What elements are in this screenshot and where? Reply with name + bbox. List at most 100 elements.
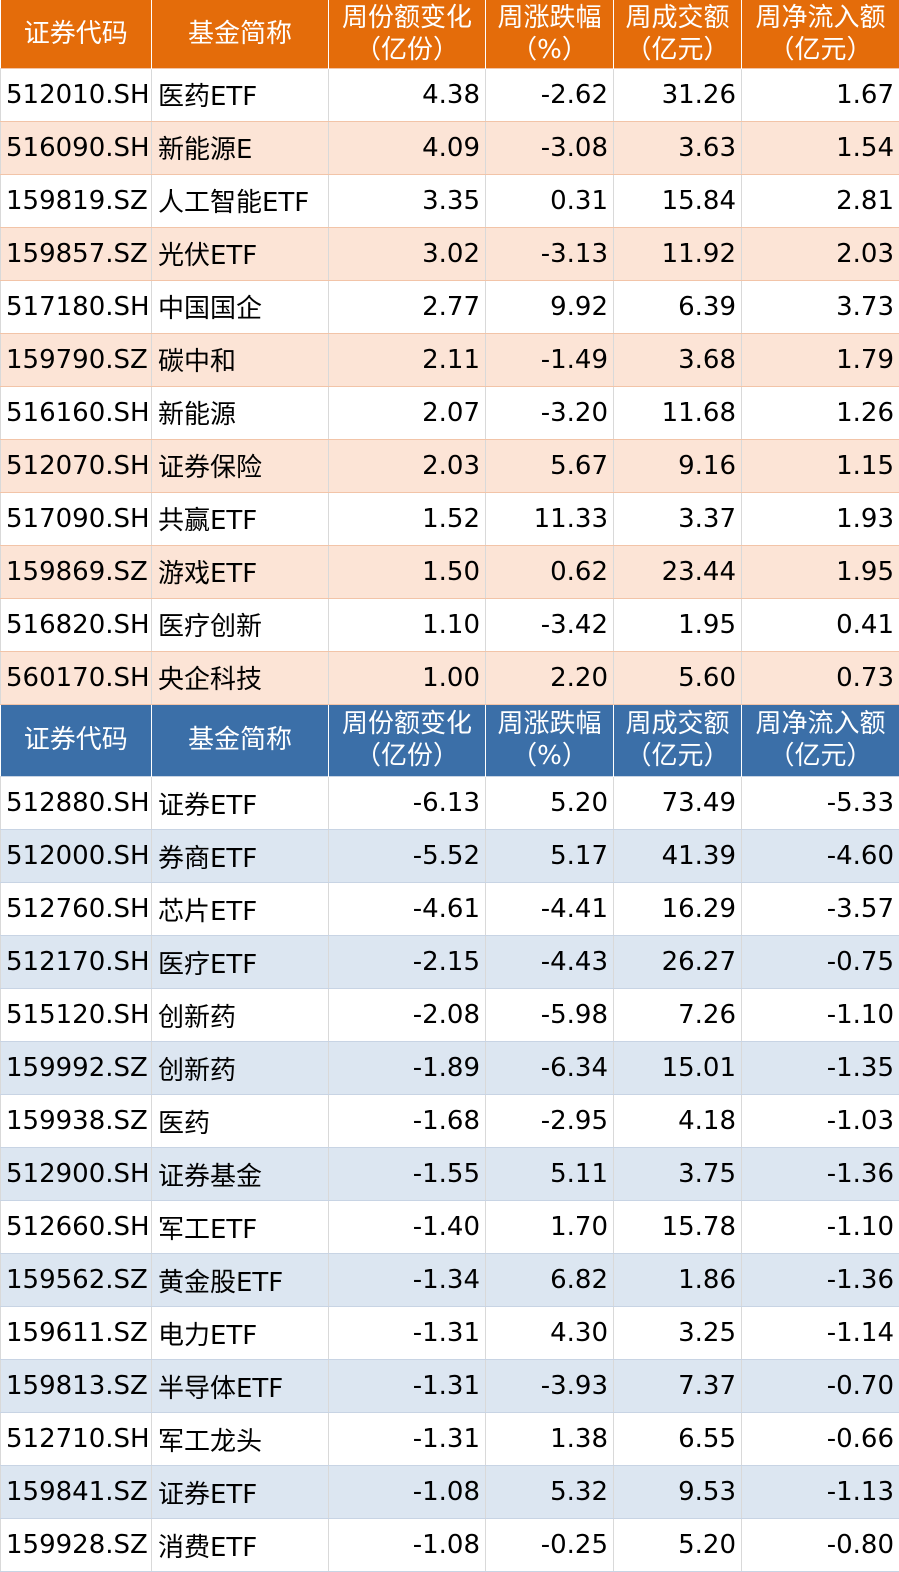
cell-net-inflow: 1.67 — [742, 68, 899, 121]
cell-share-change: -2.08 — [329, 989, 486, 1042]
header-turnover-line2: （亿元） — [620, 740, 735, 772]
cell-name: 游戏ETF — [152, 545, 329, 598]
cell-net-inflow: 0.73 — [742, 651, 899, 704]
cell-code: 517180.SH — [1, 280, 152, 333]
cell-name: 新能源 — [152, 386, 329, 439]
cell-name: 新能源E — [152, 121, 329, 174]
cell-net-inflow: -3.57 — [742, 883, 899, 936]
cell-share-change: 4.09 — [329, 121, 486, 174]
cell-share-change: 2.03 — [329, 439, 486, 492]
cell-turnover: 7.26 — [614, 989, 742, 1042]
cell-pct-change: 1.70 — [486, 1201, 614, 1254]
cell-net-inflow: -1.10 — [742, 1201, 899, 1254]
cell-name: 电力ETF — [152, 1307, 329, 1360]
cell-turnover: 3.37 — [614, 492, 742, 545]
cell-code: 515120.SH — [1, 989, 152, 1042]
cell-code: 512170.SH — [1, 936, 152, 989]
cell-name: 军工ETF — [152, 1201, 329, 1254]
cell-net-inflow: 1.95 — [742, 545, 899, 598]
cell-pct-change: -3.08 — [486, 121, 614, 174]
cell-pct-change: -5.98 — [486, 989, 614, 1042]
cell-net-inflow: 1.79 — [742, 333, 899, 386]
cell-net-inflow: -1.10 — [742, 989, 899, 1042]
cell-name: 人工智能ETF — [152, 174, 329, 227]
cell-name: 证券保险 — [152, 439, 329, 492]
header-pct-change: 周涨跌幅（%） — [486, 0, 614, 68]
header-turnover: 周成交额（亿元） — [614, 0, 742, 68]
cell-name: 共赢ETF — [152, 492, 329, 545]
cell-turnover: 23.44 — [614, 545, 742, 598]
header-turnover: 周成交额（亿元） — [614, 705, 742, 777]
cell-code: 512070.SH — [1, 439, 152, 492]
cell-pct-change: 2.20 — [486, 651, 614, 704]
cell-name: 军工龙头 — [152, 1413, 329, 1466]
cell-turnover: 15.01 — [614, 1042, 742, 1095]
cell-code: 512710.SH — [1, 1413, 152, 1466]
cell-share-change: -1.08 — [329, 1519, 486, 1572]
cell-share-change: -5.52 — [329, 830, 486, 883]
cell-pct-change: -4.43 — [486, 936, 614, 989]
header-share-change: 周份额变化（亿份） — [329, 705, 486, 777]
cell-share-change: 1.52 — [329, 492, 486, 545]
cell-net-inflow: 1.26 — [742, 386, 899, 439]
cell-net-inflow: -0.66 — [742, 1413, 899, 1466]
cell-share-change: 1.10 — [329, 598, 486, 651]
cell-turnover: 11.92 — [614, 227, 742, 280]
cell-turnover: 5.60 — [614, 651, 742, 704]
cell-code: 512760.SH — [1, 883, 152, 936]
cell-pct-change: 11.33 — [486, 492, 614, 545]
inflow-table: 证券代码 基金简称 周份额变化（亿份） 周涨跌幅（%） 周成交额（亿元） 周净流… — [0, 0, 899, 705]
cell-share-change: -1.31 — [329, 1360, 486, 1413]
cell-code: 159790.SZ — [1, 333, 152, 386]
header-net-inflow-line1: 周净流入额 — [748, 708, 893, 740]
cell-code: 560170.SH — [1, 651, 152, 704]
cell-name: 创新药 — [152, 1042, 329, 1095]
cell-name: 医疗创新 — [152, 598, 329, 651]
cell-share-change: 3.02 — [329, 227, 486, 280]
cell-turnover: 9.16 — [614, 439, 742, 492]
header-net-inflow-line2: （亿元） — [748, 34, 893, 66]
header-share-change-line1: 周份额变化 — [335, 2, 479, 34]
cell-pct-change: 4.30 — [486, 1307, 614, 1360]
cell-turnover: 26.27 — [614, 936, 742, 989]
cell-share-change: 2.77 — [329, 280, 486, 333]
cell-turnover: 9.53 — [614, 1466, 742, 1519]
header-share-change-line1: 周份额变化 — [335, 708, 479, 740]
cell-net-inflow: 1.54 — [742, 121, 899, 174]
header-pct-change-line1: 周涨跌幅 — [492, 2, 607, 34]
cell-code: 512660.SH — [1, 1201, 152, 1254]
cell-pct-change: 5.11 — [486, 1148, 614, 1201]
cell-code: 159857.SZ — [1, 227, 152, 280]
cell-pct-change: 1.38 — [486, 1413, 614, 1466]
cell-pct-change: -3.20 — [486, 386, 614, 439]
cell-share-change: -1.31 — [329, 1307, 486, 1360]
cell-turnover: 11.68 — [614, 386, 742, 439]
header-turnover-line1: 周成交额 — [620, 2, 735, 34]
cell-name: 医药ETF — [152, 68, 329, 121]
cell-turnover: 73.49 — [614, 777, 742, 830]
cell-code: 159928.SZ — [1, 1519, 152, 1572]
cell-name: 黄金股ETF — [152, 1254, 329, 1307]
header-net-inflow-line1: 周净流入额 — [748, 2, 893, 34]
cell-name: 创新药 — [152, 989, 329, 1042]
header-share-change-line2: （亿份） — [335, 740, 479, 772]
cell-name: 医疗ETF — [152, 936, 329, 989]
cell-pct-change: 6.82 — [486, 1254, 614, 1307]
header-net-inflow: 周净流入额（亿元） — [742, 0, 899, 68]
cell-net-inflow: -0.80 — [742, 1519, 899, 1572]
cell-name: 消费ETF — [152, 1519, 329, 1572]
